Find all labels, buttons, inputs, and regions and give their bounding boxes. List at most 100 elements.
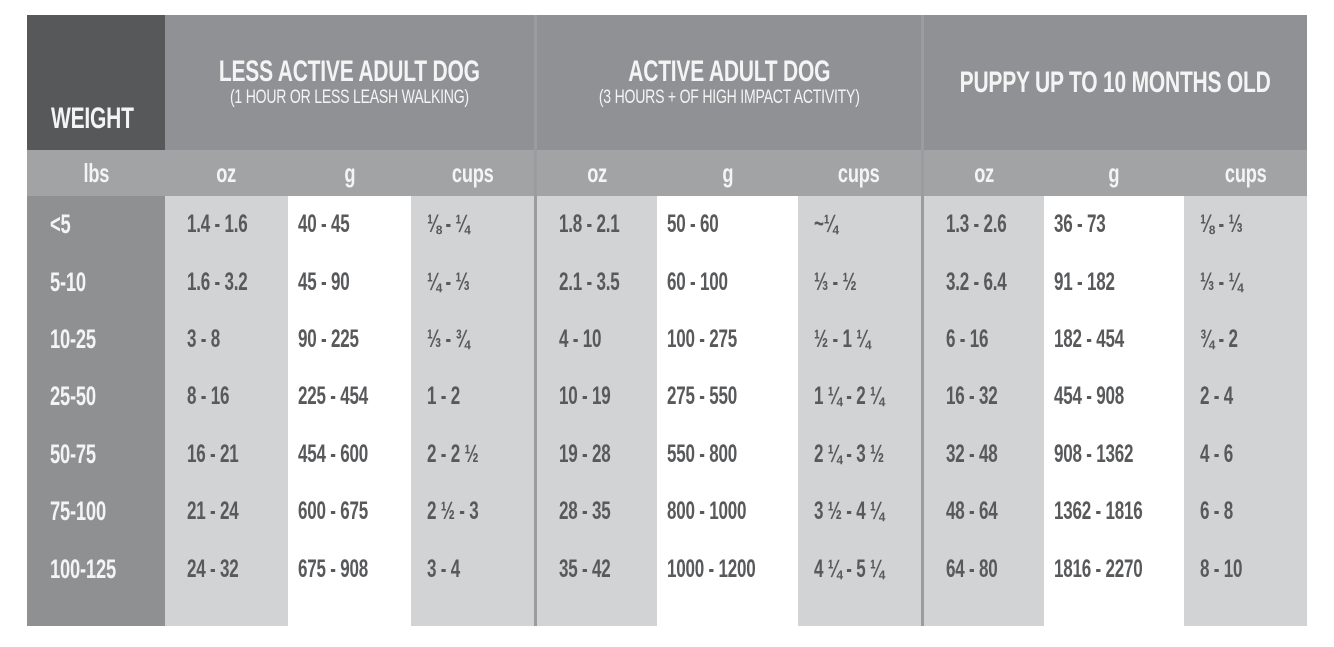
value-cell-cups: 3 ½ - 4 ¼: [797, 483, 921, 541]
value-cell-g: 1816 - 2270: [1043, 540, 1184, 598]
value-cell-g-label: 1000 - 1200: [667, 554, 756, 583]
value-cell-cups: 2 ½ - 3: [411, 483, 535, 541]
value-cell-cups-label: ¼ - ⅓: [427, 267, 470, 296]
value-cell-oz: 8 - 16: [165, 368, 289, 426]
value-cell-oz-label: 16 - 21: [187, 439, 239, 468]
value-cell-g: 600 - 675: [288, 483, 412, 541]
value-cell-oz: 24 - 32: [165, 540, 289, 598]
pad-cell: [288, 597, 412, 626]
value-cell-oz-label: 64 - 80: [945, 554, 998, 583]
unit-header-g-1-label: g: [344, 157, 356, 188]
value-cell-oz-label: 8 - 16: [187, 382, 230, 411]
value-cell-oz: 64 - 80: [920, 540, 1044, 598]
pad-cell: [534, 597, 658, 626]
value-cell-cups-label: ⅓ - ½: [813, 267, 857, 296]
unit-header-cups-3: cups: [1183, 150, 1307, 196]
value-cell-oz: 1.4 - 1.6: [165, 196, 289, 254]
value-cell-g-label: 908 - 1362: [1053, 439, 1133, 468]
value-cell-cups: ¼ - ⅓: [411, 253, 535, 311]
value-cell-g-label: 60 - 100: [667, 267, 729, 296]
value-cell-g: 45 - 90: [288, 253, 412, 311]
value-cell-cups-label: 3 - 4: [427, 554, 461, 583]
value-cell-cups: ⅓ - ¾: [411, 310, 535, 369]
value-cell-g: 225 - 454: [288, 368, 412, 426]
value-cell-oz: 2.1 - 3.5: [534, 253, 658, 311]
value-cell-g: 550 - 800: [657, 425, 798, 484]
value-cell-oz: 1.8 - 2.1: [534, 196, 658, 254]
weight-cell: 75-100: [27, 483, 165, 541]
weight-cell-label: 5-10: [50, 266, 86, 297]
pad-cell: [797, 597, 921, 626]
value-cell-cups-label: 3 ½ - 4 ¼: [813, 497, 884, 526]
pad-cell: [1043, 597, 1184, 626]
weight-header-label: WEIGHT: [51, 102, 134, 135]
unit-header-cups-3-label: cups: [1224, 157, 1267, 188]
value-cell-g-label: 45 - 90: [298, 267, 350, 296]
value-cell-cups: 8 - 10: [1183, 540, 1307, 598]
value-cell-g: 182 - 454: [1043, 310, 1184, 369]
value-cell-g: 275 - 550: [657, 368, 798, 426]
value-cell-cups-label: 4 ¼ - 5 ¼: [813, 554, 884, 583]
weight-cell-label: 100-125: [50, 553, 116, 584]
unit-header-g-2-label: g: [722, 157, 733, 188]
value-cell-cups-label: ⅛ - ¼: [427, 210, 470, 239]
pad-cell: [1183, 597, 1307, 626]
value-cell-cups-label: ⅓ - ¼: [1199, 267, 1243, 296]
value-cell-cups-label: 4 - 6: [1199, 439, 1233, 468]
unit-header-g-2: g: [657, 150, 798, 196]
value-cell-g-label: 275 - 550: [667, 382, 738, 411]
weight-cell: 50-75: [27, 425, 165, 484]
weight-cell: 10-25: [27, 310, 165, 369]
unit-header-g-1: g: [288, 150, 412, 196]
value-cell-g-label: 100 - 275: [667, 325, 738, 354]
value-cell-oz: 35 - 42: [534, 540, 658, 598]
value-cell-g: 454 - 908: [1043, 368, 1184, 426]
value-cell-cups: 4 ¼ - 5 ¼: [797, 540, 921, 598]
value-cell-g-label: 1816 - 2270: [1053, 554, 1143, 583]
value-cell-g-label: 182 - 454: [1053, 325, 1124, 354]
value-cell-g: 1362 - 1816: [1043, 483, 1184, 541]
value-cell-g: 454 - 600: [288, 425, 412, 484]
value-cell-g-label: 600 - 675: [298, 497, 369, 526]
value-cell-cups-label: 2 - 4: [1199, 382, 1233, 411]
weight-cell-label: 10-25: [50, 324, 96, 355]
value-cell-cups-label: 1 ¼ - 2 ¼: [813, 382, 884, 411]
value-cell-cups-label: ¾ - 2: [1199, 325, 1238, 354]
value-cell-g-label: 36 - 73: [1053, 210, 1106, 239]
weight-cell-label: 50-75: [50, 438, 96, 469]
unit-header-g-3-label: g: [1108, 157, 1120, 188]
unit-header-lbs-label: lbs: [83, 157, 109, 188]
value-cell-oz: 4 - 10: [534, 310, 658, 369]
value-cell-oz-label: 6 - 16: [945, 325, 988, 354]
value-cell-g-label: 50 - 60: [667, 210, 719, 239]
value-cell-cups-label: ~¼: [813, 210, 838, 239]
pad-cell: [657, 597, 798, 626]
unit-header-oz-1-label: oz: [216, 157, 237, 188]
value-cell-oz-label: 3 - 8: [187, 325, 221, 354]
value-cell-oz-label: 1.4 - 1.6: [187, 210, 248, 239]
value-cell-cups-label: 1 - 2: [427, 382, 461, 411]
section-title: ACTIVE ADULT DOG: [627, 54, 830, 88]
weight-cell: <5: [27, 196, 165, 254]
value-cell-oz-label: 32 - 48: [945, 439, 998, 468]
section-subtitle: (1 HOUR OR LESS LEASH WALKING): [230, 86, 470, 108]
value-cell-oz-label: 4 - 10: [559, 325, 602, 354]
value-cell-g: 100 - 275: [657, 310, 798, 369]
value-cell-oz-label: 16 - 32: [945, 382, 998, 411]
value-cell-cups: ¾ - 2: [1183, 310, 1307, 369]
value-cell-oz: 10 - 19: [534, 368, 658, 426]
unit-header-oz-1: oz: [165, 150, 289, 196]
value-cell-cups-label: 2 ¼ - 3 ½: [813, 439, 884, 468]
value-cell-g-label: 1362 - 1816: [1053, 497, 1143, 526]
value-cell-oz: 16 - 32: [920, 368, 1044, 426]
value-cell-oz: 48 - 64: [920, 483, 1044, 541]
value-cell-g: 908 - 1362: [1043, 425, 1184, 484]
dog-feeding-chart: WEIGHT LESS ACTIVE ADULT DOG (1 HOUR OR LE…: [27, 15, 1307, 626]
value-cell-g: 36 - 73: [1043, 196, 1184, 254]
value-cell-oz-label: 3.2 - 6.4: [945, 267, 1007, 296]
value-cell-cups: 1 ¼ - 2 ¼: [797, 368, 921, 426]
value-cell-g-label: 550 - 800: [667, 439, 738, 468]
value-cell-cups: ⅓ - ¼: [1183, 253, 1307, 311]
value-cell-g: 91 - 182: [1043, 253, 1184, 311]
value-cell-g: 800 - 1000: [657, 483, 798, 541]
